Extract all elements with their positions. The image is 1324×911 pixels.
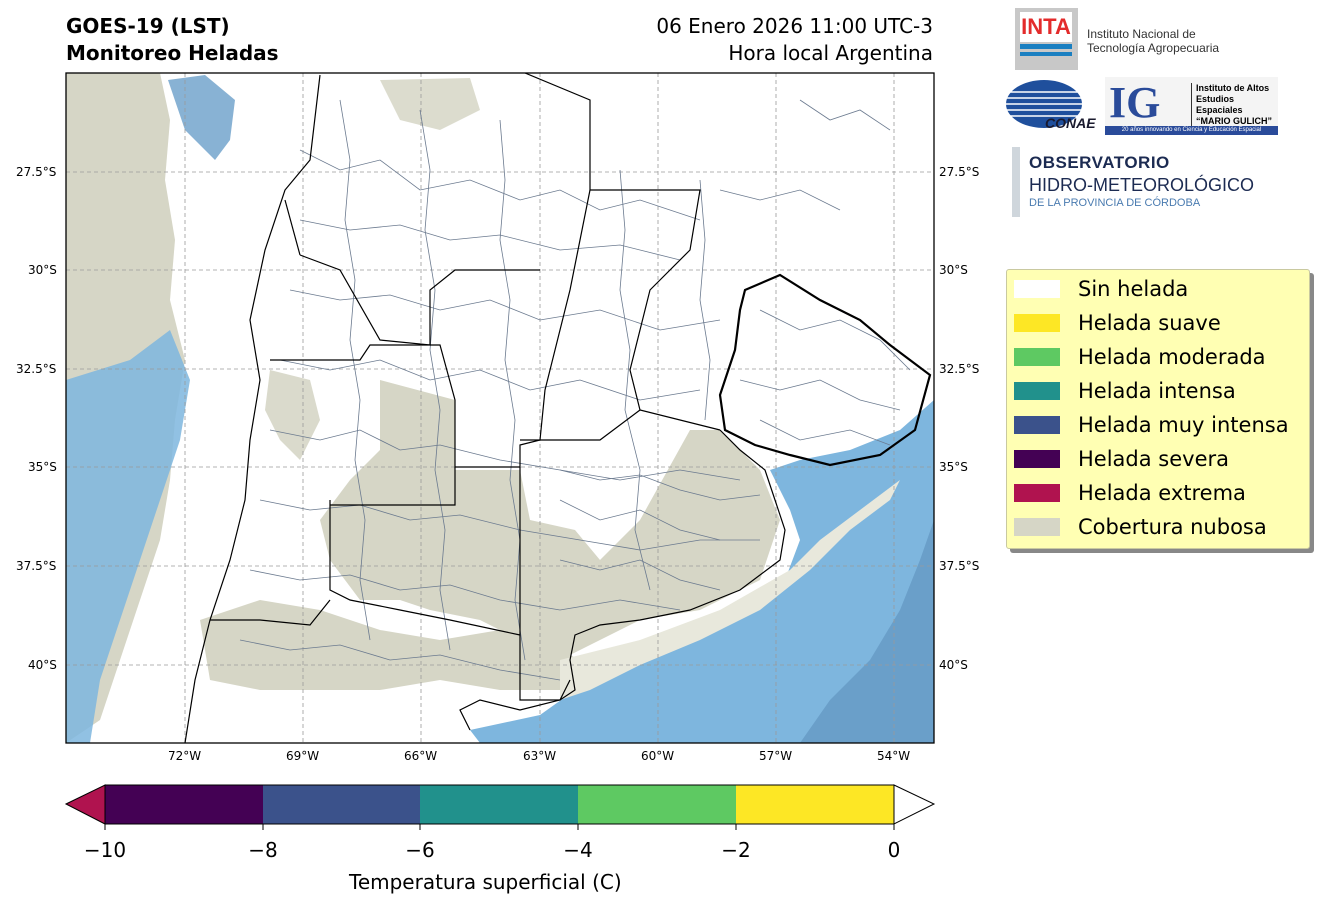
- inta-acronym: INTA: [1020, 12, 1072, 42]
- legend-item-helada-muy-intensa: Helada muy intensa: [1014, 410, 1289, 440]
- lat-label-30-left: 30°S: [28, 263, 57, 277]
- atlantic-sea: [470, 400, 934, 743]
- title-line-1: GOES-19 (LST): [66, 14, 230, 38]
- legend-swatch: [1014, 382, 1060, 400]
- colorbar-tick-label: −10: [83, 838, 127, 862]
- map-title: GOES-19 (LST) Monitoreo Heladas: [66, 13, 279, 67]
- lon-label-66w: 66°W: [404, 749, 438, 763]
- map-content: [66, 73, 934, 743]
- ig-name: Instituto de Altos Estudios Espaciales “…: [1191, 83, 1278, 127]
- legend-item-sin-helada: Sin helada: [1014, 274, 1188, 304]
- lat-label-37-5-left: 37.5°S: [16, 559, 57, 573]
- legend-item-helada-suave: Helada suave: [1014, 308, 1221, 338]
- colorbar-segment-3: [420, 785, 578, 824]
- legend-item-helada-extrema: Helada extrema: [1014, 478, 1246, 508]
- observatorio-bar: [1012, 147, 1020, 217]
- colorbar-segment-5: [736, 785, 894, 824]
- legend-item-cobertura-nubosa: Cobertura nubosa: [1014, 512, 1267, 542]
- legend-swatch: [1014, 518, 1060, 536]
- map-frame: [65, 72, 935, 744]
- lat-label-35-left: 35°S: [28, 460, 57, 474]
- date-line: 06 Enero 2026 11:00 UTC-3: [656, 14, 933, 38]
- colorbar-tick-label: −6: [405, 838, 435, 862]
- ig-tagline: 20 años innovando en Ciencia y Educación…: [1105, 126, 1278, 135]
- colorbar-segment-2: [263, 785, 420, 824]
- legend-swatch: [1014, 416, 1060, 434]
- colorbar-segment-1: [105, 785, 263, 824]
- pacific-sea: [66, 330, 190, 743]
- ig-logo: IG Instituto de Altos Estudios Espaciale…: [1105, 77, 1278, 135]
- conae-wordmark: CONAE: [1045, 115, 1096, 131]
- title-line-2: Monitoreo Heladas: [66, 41, 279, 65]
- department-boundaries: [239, 99, 911, 681]
- lat-label-27-5-left: 27.5°S: [16, 165, 57, 179]
- colorbar-under-extension: [64, 784, 106, 825]
- colorbar-tick-label: −2: [721, 838, 751, 862]
- lat-label-30-right: 30°S: [939, 263, 968, 277]
- inta-logo: INTA: [1015, 8, 1078, 70]
- observatorio-line-2: HIDRO-METEOROLÓGICO: [1029, 175, 1255, 195]
- colorbar-tick-label: −4: [563, 838, 593, 862]
- lat-label-32-5-left: 32.5°S: [16, 362, 57, 376]
- lon-label-57w: 57°W: [759, 749, 793, 763]
- legend-swatch: [1014, 314, 1060, 332]
- legend-swatch: [1014, 484, 1060, 502]
- legend-swatch: [1014, 348, 1060, 366]
- lat-label-37-5-right: 37.5°S: [939, 559, 980, 573]
- legend-item-helada-intensa: Helada intensa: [1014, 376, 1236, 406]
- colorbar-title: Temperatura superficial (C): [349, 870, 622, 894]
- conae-logo: [1006, 80, 1082, 128]
- colorbar-tick-label: −8: [248, 838, 278, 862]
- lat-label-27-5-right: 27.5°S: [939, 165, 980, 179]
- atlantic-coastline: [459, 429, 786, 731]
- coast-clouds: [560, 480, 900, 700]
- legend-swatch: [1014, 280, 1060, 298]
- lon-label-60w: 60°W: [641, 749, 675, 763]
- cloud-south: [200, 600, 600, 690]
- observatorio-line-1: OBSERVATORIO: [1029, 153, 1170, 172]
- ig-acronym: IG: [1109, 78, 1161, 127]
- lat-label-40-right: 40°S: [939, 658, 968, 672]
- cloud-north: [380, 78, 480, 130]
- colorbar-segment-4: [578, 785, 736, 824]
- colorbar-tick-label: 0: [887, 838, 901, 862]
- lat-label-35-right: 35°S: [939, 460, 968, 474]
- colorbar-over-extension: [893, 784, 936, 825]
- lon-label-63w: 63°W: [523, 749, 557, 763]
- inta-full-name: Instituto Nacional de Tecnología Agropec…: [1087, 27, 1220, 55]
- lon-label-69w: 69°W: [286, 749, 320, 763]
- lon-label-72w: 72°W: [168, 749, 202, 763]
- lat-label-32-5-right: 32.5°S: [939, 362, 980, 376]
- colorbar: [64, 784, 936, 830]
- legend-item-helada-moderada: Helada moderada: [1014, 342, 1266, 372]
- province-boundaries: [184, 73, 721, 743]
- legend-item-helada-severa: Helada severa: [1014, 444, 1229, 474]
- frost-legend: Sin helada Helada suave Helada moderada …: [1006, 269, 1310, 549]
- logo-area: INTA Instituto Nacional de Tecnología Ag…: [1000, 0, 1324, 230]
- atlantic-sea-dark: [800, 520, 934, 743]
- lat-label-40-left: 40°S: [28, 658, 57, 672]
- observatorio-line-3: DE LA PROVINCIA DE CÓRDOBA: [1029, 197, 1201, 209]
- cloud-central: [320, 380, 780, 660]
- map-datetime: 06 Enero 2026 11:00 UTC-3 Hora local Arg…: [656, 13, 933, 67]
- uruguay-border: [718, 273, 932, 467]
- local-time-line: Hora local Argentina: [728, 41, 933, 65]
- legend-swatch: [1014, 450, 1060, 468]
- lon-label-54w: 54°W: [877, 749, 911, 763]
